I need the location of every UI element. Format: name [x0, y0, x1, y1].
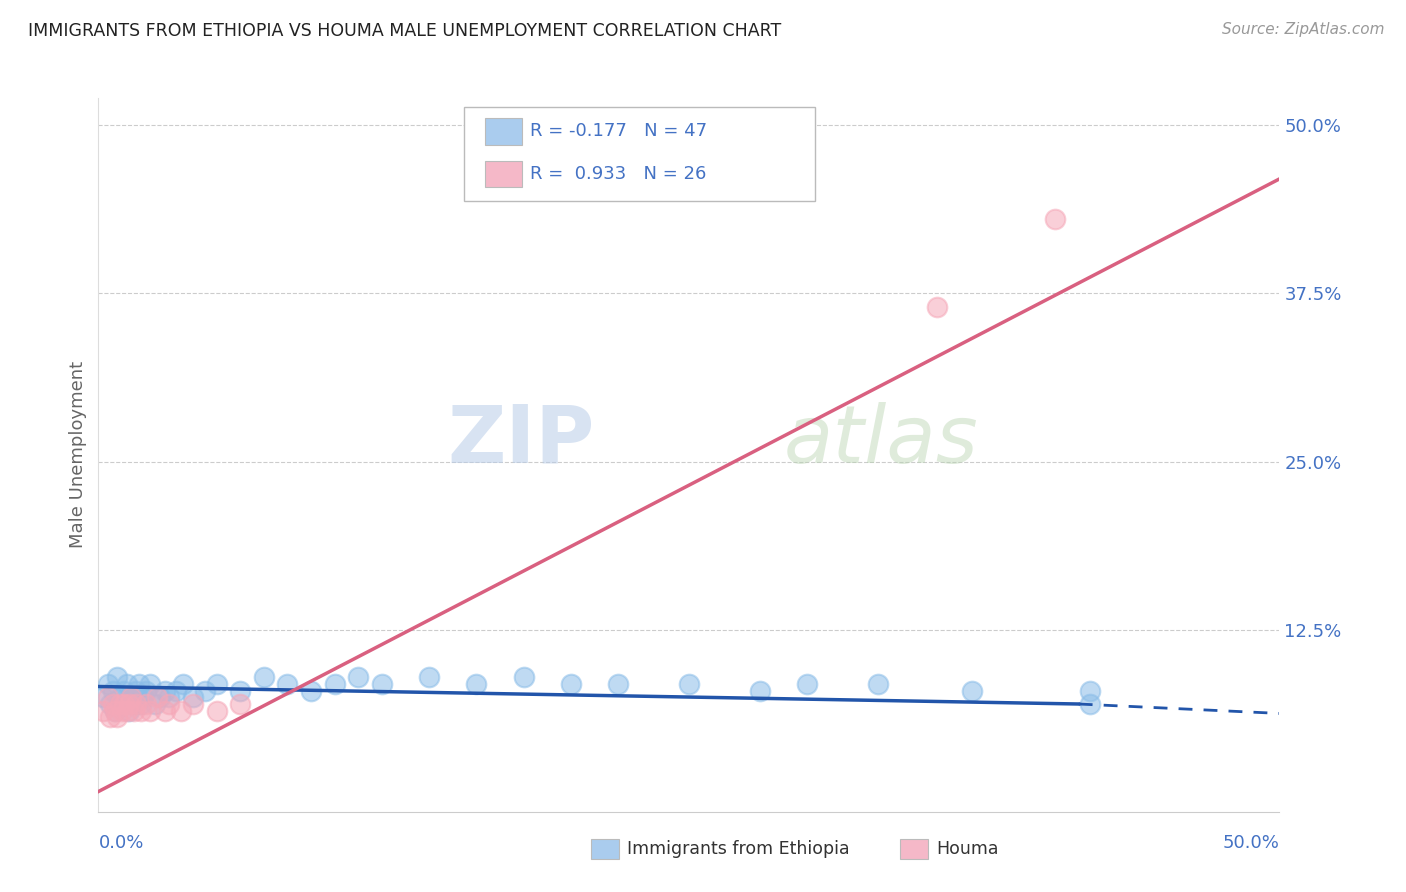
Point: [112, 683, 135, 698]
Point: [104, 704, 127, 718]
Point: [129, 697, 152, 711]
Point: [181, 697, 204, 711]
Point: [91, 690, 114, 705]
Text: IMMIGRANTS FROM ETHIOPIA VS HOUMA MALE UNEMPLOYMENT CORRELATION CHART: IMMIGRANTS FROM ETHIOPIA VS HOUMA MALE U…: [28, 22, 782, 40]
Text: 0.0%: 0.0%: [98, 834, 143, 852]
Point: [962, 683, 984, 698]
Point: [132, 690, 155, 705]
Point: [118, 704, 141, 718]
Point: [121, 690, 143, 705]
Text: Immigrants from Ethiopia: Immigrants from Ethiopia: [627, 840, 849, 858]
Point: [465, 677, 488, 691]
Point: [91, 704, 114, 718]
Point: [121, 690, 143, 705]
Text: 50.0%: 50.0%: [1223, 834, 1279, 852]
Point: [139, 704, 162, 718]
Point: [276, 677, 298, 691]
Point: [157, 697, 180, 711]
Text: R =  0.933   N = 26: R = 0.933 N = 26: [530, 165, 706, 183]
Point: [105, 670, 128, 684]
Point: [371, 677, 394, 691]
Text: Source: ZipAtlas.com: Source: ZipAtlas.com: [1222, 22, 1385, 37]
Point: [98, 697, 121, 711]
Point: [170, 704, 193, 718]
Point: [122, 697, 145, 711]
Point: [149, 690, 172, 705]
Point: [105, 710, 128, 724]
Point: [122, 704, 145, 718]
Point: [323, 677, 346, 691]
Point: [104, 704, 127, 718]
Point: [101, 697, 124, 711]
Point: [205, 704, 228, 718]
Point: [418, 670, 440, 684]
Point: [229, 697, 252, 711]
Point: [115, 704, 138, 718]
Point: [253, 670, 276, 684]
Point: [125, 697, 148, 711]
Point: [125, 683, 148, 698]
Point: [135, 683, 157, 698]
Point: [111, 697, 134, 711]
Point: [866, 677, 889, 691]
Point: [112, 697, 135, 711]
Point: [796, 677, 818, 691]
Point: [157, 690, 180, 705]
Point: [607, 677, 630, 691]
Point: [1080, 697, 1102, 711]
Text: ZIP: ZIP: [447, 401, 595, 480]
Point: [98, 710, 121, 724]
Point: [143, 697, 166, 711]
Point: [560, 677, 582, 691]
Point: [108, 690, 131, 705]
Point: [925, 300, 948, 314]
Point: [181, 690, 204, 705]
Point: [118, 697, 141, 711]
Point: [111, 704, 134, 718]
Point: [97, 690, 120, 705]
Point: [748, 683, 770, 698]
Point: [153, 683, 176, 698]
Point: [229, 683, 252, 698]
Point: [194, 683, 217, 698]
Point: [205, 677, 228, 691]
Point: [115, 677, 138, 691]
Point: [299, 683, 322, 698]
Text: Houma: Houma: [936, 840, 998, 858]
Point: [128, 677, 150, 691]
Point: [97, 677, 120, 691]
Point: [512, 670, 534, 684]
Point: [347, 670, 370, 684]
Point: [146, 690, 169, 705]
Point: [153, 704, 176, 718]
Text: atlas: atlas: [783, 401, 979, 480]
Point: [172, 677, 194, 691]
Point: [165, 683, 187, 698]
Point: [1080, 683, 1102, 698]
Point: [101, 683, 124, 698]
Point: [129, 704, 152, 718]
Point: [108, 697, 131, 711]
Text: R = -0.177   N = 47: R = -0.177 N = 47: [530, 122, 707, 140]
Point: [1043, 212, 1066, 227]
Point: [139, 677, 162, 691]
Y-axis label: Male Unemployment: Male Unemployment: [69, 361, 87, 549]
Point: [678, 677, 700, 691]
Point: [135, 697, 157, 711]
